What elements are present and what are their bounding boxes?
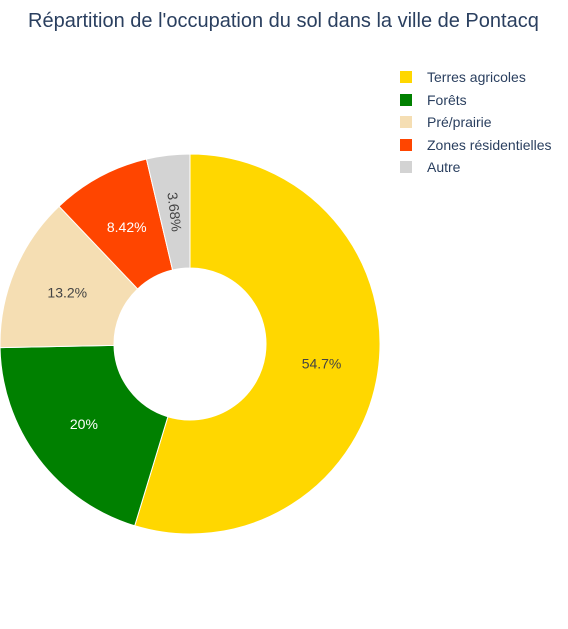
legend-label: Zones résidentielles <box>427 136 552 153</box>
legend-label: Terres agricoles <box>427 69 526 86</box>
slice-forets[interactable] <box>0 344 169 527</box>
legend-item-pre-prairie[interactable]: Pré/prairie <box>400 111 552 134</box>
legend-swatch <box>400 93 412 106</box>
legend-item-zones-residentielles[interactable]: Zones résidentielles <box>400 134 552 157</box>
slice-label-forets: 20% <box>70 416 98 432</box>
slice-autre[interactable] <box>145 153 191 271</box>
slice-label-pre-prairie: 13.2% <box>47 285 87 301</box>
legend-label: Forêts <box>427 91 467 108</box>
legend-item-terres-agricoles[interactable]: Terres agricoles <box>400 66 552 89</box>
legend-swatch <box>400 71 412 84</box>
legend-item-forets[interactable]: Forêts <box>400 89 552 112</box>
slice-label-terres-agricoles: 54.7% <box>302 356 342 372</box>
legend-swatch <box>400 138 412 151</box>
legend: Terres agricoles Forêts Pré/prairie Zones r… <box>400 66 552 179</box>
legend-label: Autre <box>427 159 461 176</box>
slice-label-autre: 3.68% <box>164 191 184 232</box>
legend-item-autre[interactable]: Autre <box>400 156 552 179</box>
slice-label-zones-residentielles: 8.42% <box>107 219 147 235</box>
slice-terres-agricoles[interactable] <box>134 153 381 535</box>
legend-label: Pré/prairie <box>427 114 492 131</box>
legend-swatch <box>400 116 412 129</box>
slice-pre-prairie[interactable] <box>0 205 139 349</box>
legend-swatch <box>400 161 412 174</box>
chart-title: Répartition de l'occupation du sol dans … <box>28 10 539 32</box>
